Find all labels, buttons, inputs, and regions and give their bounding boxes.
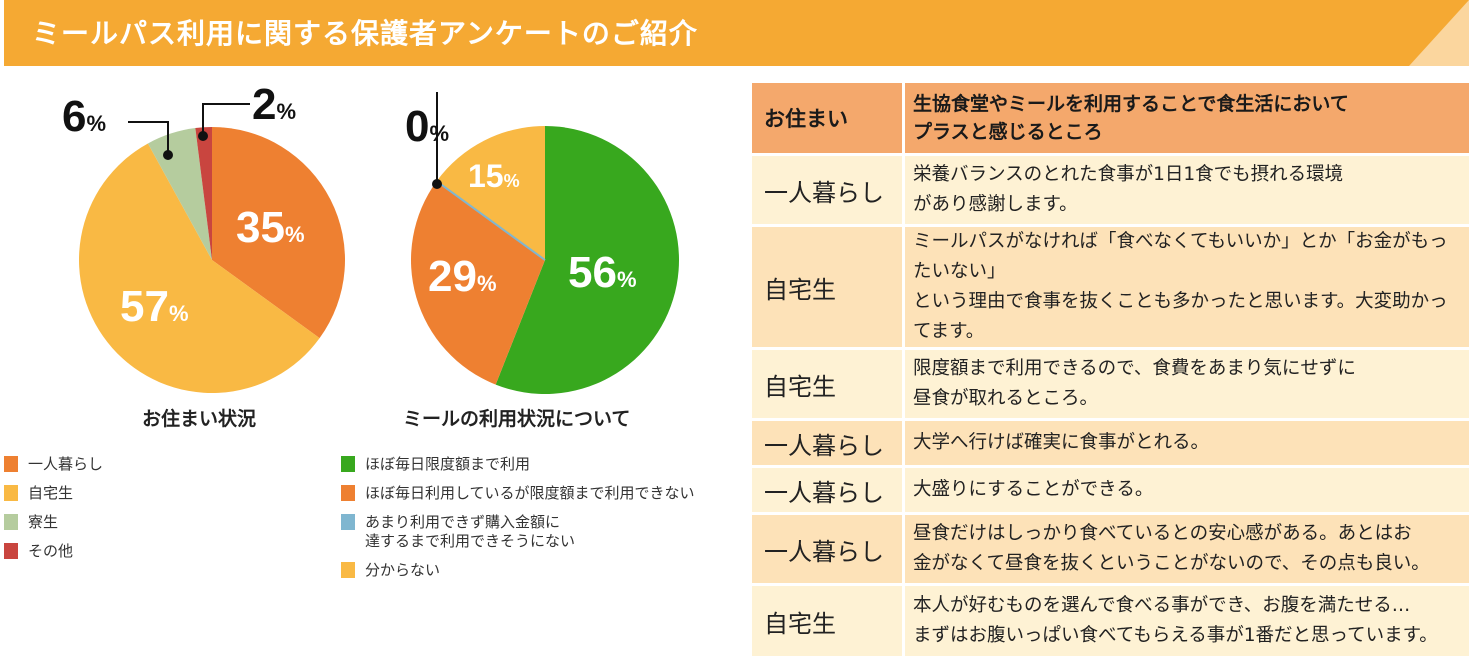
legend-item: 寮生 bbox=[4, 513, 103, 532]
label-0: 0% bbox=[405, 102, 450, 151]
legend-meal-usage: ほぼ毎日限度額まで利用 ほぼ毎日利用しているが限度額まで利用できない あまり利用… bbox=[341, 455, 695, 590]
label-56: 56% bbox=[568, 248, 637, 297]
label-29: 29% bbox=[428, 252, 497, 301]
pie-slice-0-0 bbox=[212, 127, 345, 339]
pie-slice-1-0 bbox=[495, 126, 679, 394]
residence-cell: 一人暮らし bbox=[752, 156, 905, 224]
table-row: 自宅生 本人が好むものを選んで食べる事ができ、お腹を満たせる… まずはお腹いっぱい食… bbox=[752, 586, 1469, 656]
header-residence: お住まい bbox=[752, 83, 905, 153]
table-row: 一人暮らし 大学へ行けば確実に食事がとれる。 bbox=[752, 421, 1469, 465]
label-35: 35% bbox=[236, 203, 305, 252]
pie-title-meal-usage: ミールの利用状況について bbox=[403, 408, 631, 430]
residence-cell: 自宅生 bbox=[752, 586, 905, 656]
header-corner-decoration bbox=[1409, 0, 1469, 66]
pie-slice-0-2 bbox=[147, 128, 212, 260]
pie-residence bbox=[79, 127, 345, 393]
comment-cell: 限度額まで利用できるので、食費をあまり気にせずに 昼食が取れるところ。 bbox=[905, 350, 1469, 418]
pie-meal-usage bbox=[411, 126, 679, 394]
legend-item: ほぼ毎日限度額まで利用 bbox=[341, 455, 695, 474]
residence-cell: 一人暮らし bbox=[752, 421, 905, 465]
legend-item: あまり利用できず購入金額に 達するまで利用できそうにない bbox=[341, 513, 695, 551]
table-row: 一人暮らし 大盛りにすることができる。 bbox=[752, 468, 1469, 512]
comment-cell: 栄養バランスのとれた食事が1日1食でも摂れる環境 があり感謝します。 bbox=[905, 156, 1469, 224]
legend-item: ほぼ毎日利用しているが限度額まで利用できない bbox=[341, 484, 695, 503]
residence-cell: 自宅生 bbox=[752, 227, 905, 347]
comment-cell: 本人が好むものを選んで食べる事ができ、お腹を満たせる… まずはお腹いっぱい食べても… bbox=[905, 586, 1469, 656]
comment-cell: 大学へ行けば確実に食事がとれる。 bbox=[905, 421, 1469, 465]
legend-item: 一人暮らし bbox=[4, 455, 103, 474]
callout-dots bbox=[163, 131, 442, 189]
label-6: 6% bbox=[62, 92, 107, 141]
pie-slice-1-2 bbox=[436, 180, 546, 261]
pie-slice-1-3 bbox=[436, 126, 545, 260]
residence-cell: 一人暮らし bbox=[752, 515, 905, 583]
label-15: 15% bbox=[468, 158, 520, 194]
survey-comments-table: お住まい 生協食堂やミールを利用することで食生活において プラスと感じるところ 一… bbox=[752, 80, 1469, 659]
page-header: ミールパス利用に関する保護者アンケートのご紹介 bbox=[4, 0, 1469, 66]
legend-item: 分からない bbox=[341, 561, 695, 580]
header-comment: 生協食堂やミールを利用することで食生活において プラスと感じるところ bbox=[905, 83, 1469, 153]
legend-item: その他 bbox=[4, 542, 103, 561]
table-row: 自宅生 限度額まで利用できるので、食費をあまり気にせずに 昼食が取れるところ。 bbox=[752, 350, 1469, 418]
legend-item: 自宅生 bbox=[4, 484, 103, 503]
table-header: お住まい 生協食堂やミールを利用することで食生活において プラスと感じるところ bbox=[752, 83, 1469, 153]
callout-lines bbox=[128, 92, 438, 182]
legend-residence: 一人暮らし 自宅生 寮生 その他 bbox=[4, 455, 103, 571]
pie-title-residence: お住まい状況 bbox=[142, 408, 257, 430]
residence-cell: 一人暮らし bbox=[752, 468, 905, 512]
pie-slice-0-1 bbox=[79, 143, 320, 393]
residence-cell: 自宅生 bbox=[752, 350, 905, 418]
table-row: 一人暮らし 昼食だけはしっかり食べているとの安心感がある。あとはお 金がなくて昼食を… bbox=[752, 515, 1469, 583]
pie-slice-1-1 bbox=[411, 181, 545, 385]
comment-cell: 大盛りにすることができる。 bbox=[905, 468, 1469, 512]
page-title: ミールパス利用に関する保護者アンケートのご紹介 bbox=[32, 17, 698, 50]
label-57: 57% bbox=[120, 282, 189, 331]
comment-cell: 昼食だけはしっかり食べているとの安心感がある。あとはお 金がなくて昼食を抜くという… bbox=[905, 515, 1469, 583]
table-row: 一人暮らし 栄養バランスのとれた食事が1日1食でも摂れる環境 があり感謝します。 bbox=[752, 156, 1469, 224]
label-2: 2% bbox=[252, 80, 297, 129]
table-row: 自宅生 ミールパスがなければ「食べなくてもいいか」とか「お金がもったいない」 という… bbox=[752, 227, 1469, 347]
comment-cell: ミールパスがなければ「食べなくてもいいか」とか「お金がもったいない」 という理由で… bbox=[905, 227, 1469, 347]
pie-slice-0-3 bbox=[195, 127, 212, 260]
pie-charts bbox=[79, 92, 679, 394]
